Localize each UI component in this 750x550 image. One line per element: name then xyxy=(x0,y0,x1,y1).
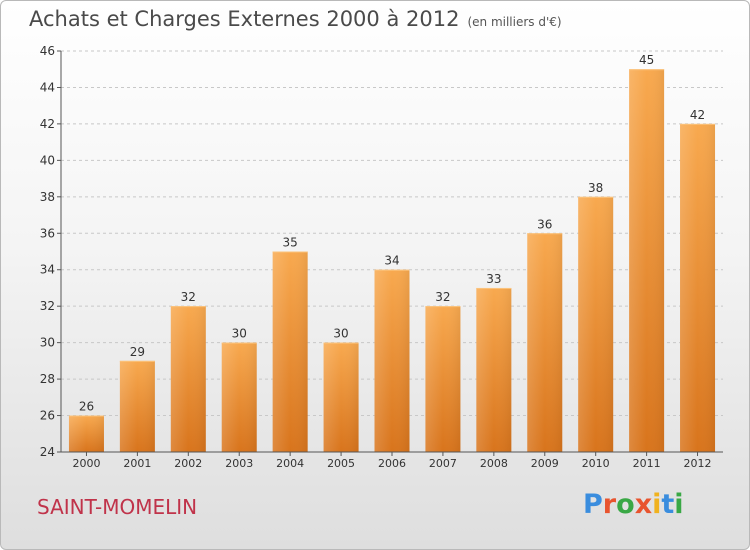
y-tick-label: 32 xyxy=(40,299,55,313)
bar-shine xyxy=(578,196,614,452)
logo-letter: i xyxy=(652,489,662,520)
y-tick-label: 42 xyxy=(40,117,55,131)
x-tick-label: 2002 xyxy=(174,457,202,470)
logo-letter: r xyxy=(602,489,617,520)
x-tick-label: 2011 xyxy=(633,457,661,470)
data-label: 26 xyxy=(79,400,94,414)
y-tick-label: 36 xyxy=(40,226,55,240)
y-tick-label: 46 xyxy=(40,44,55,58)
data-label: 42 xyxy=(690,108,705,122)
data-label: 45 xyxy=(639,53,654,67)
logo-letter: o xyxy=(616,489,635,520)
bar-shine xyxy=(374,269,410,452)
data-label: 36 xyxy=(537,217,552,231)
x-tick-label: 2005 xyxy=(327,457,355,470)
x-tick-label: 2006 xyxy=(378,457,406,470)
data-label: 35 xyxy=(283,236,298,250)
bar-shine xyxy=(170,306,206,452)
y-tick-label: 34 xyxy=(40,263,55,277)
y-tick-label: 40 xyxy=(40,153,55,167)
data-label: 29 xyxy=(130,345,145,359)
y-tick-label: 44 xyxy=(40,80,55,94)
logo-letter: i xyxy=(674,489,684,520)
x-tick-label: 2004 xyxy=(276,457,304,470)
x-tick-label: 2010 xyxy=(582,457,610,470)
y-tick-label: 30 xyxy=(40,336,55,350)
bar-shine xyxy=(68,415,104,452)
bar-shine xyxy=(323,342,359,452)
data-label: 34 xyxy=(384,254,399,268)
x-tick-label: 2009 xyxy=(531,457,559,470)
data-label: 38 xyxy=(588,181,603,195)
bar-shine xyxy=(272,251,308,452)
y-tick-label: 38 xyxy=(40,190,55,204)
logo-letter: P xyxy=(583,489,603,520)
x-tick-label: 2007 xyxy=(429,457,457,470)
bar-shine xyxy=(527,233,563,452)
data-label: 30 xyxy=(232,327,247,341)
data-label: 33 xyxy=(486,272,501,286)
data-label: 30 xyxy=(333,327,348,341)
y-tick-label: 26 xyxy=(40,409,55,423)
data-label: 32 xyxy=(435,290,450,304)
x-tick-label: 2008 xyxy=(480,457,508,470)
chart-unit: (en milliers d'€) xyxy=(467,15,562,29)
y-tick-label: 28 xyxy=(40,372,55,386)
y-tick-label: 24 xyxy=(40,445,55,459)
bar-shine xyxy=(476,287,512,452)
bar-shine xyxy=(629,69,665,453)
logo-letter: t xyxy=(661,489,675,520)
data-label: 32 xyxy=(181,290,196,304)
bar-shine xyxy=(221,342,257,452)
x-tick-label: 2003 xyxy=(225,457,253,470)
bar-shine xyxy=(680,123,716,452)
x-tick-label: 2001 xyxy=(123,457,151,470)
commune-name: SAINT-MOMELIN xyxy=(37,495,198,519)
bar-shine xyxy=(425,306,461,452)
proxiti-logo[interactable]: Proxiti xyxy=(583,489,684,520)
logo-letter: x xyxy=(634,489,653,520)
bar-shine xyxy=(119,360,155,452)
chart-title-text: Achats et Charges Externes 2000 à 2012 xyxy=(29,7,460,31)
x-tick-label: 2000 xyxy=(72,457,100,470)
x-tick-label: 2012 xyxy=(684,457,712,470)
chart-title: Achats et Charges Externes 2000 à 2012 (e… xyxy=(29,7,562,31)
